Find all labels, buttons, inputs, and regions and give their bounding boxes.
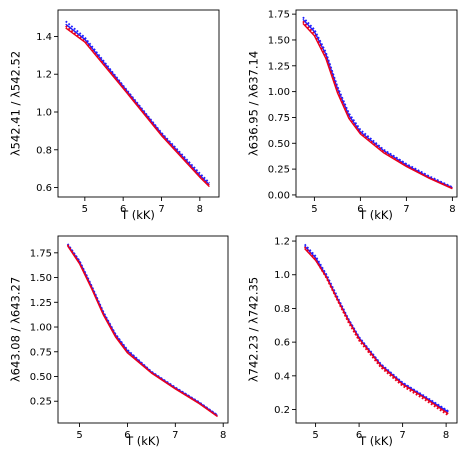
y-tick-label: 1.4 — [36, 32, 52, 43]
series-line-red-dotted — [66, 244, 219, 417]
y-axis-label: λ636.95 / λ637.14 — [247, 51, 261, 156]
chart-panel-4: 5 6 7 8 0.2 0.4 0.6 0.8 1.0 1.2 T (kK) λ742.23 / λ7… — [247, 235, 458, 448]
y-tick-label: 1.75 — [30, 248, 52, 259]
chart-panel-3: 5 6 7 8 0.25 0.50 0.75 1.00 1.25 1.50 1.75 T (kK) λ6… — [9, 235, 229, 448]
y-tick-label: 1.50 — [30, 273, 52, 284]
y-tick-label: 0.25 — [268, 165, 290, 176]
x-tick-label: 7 — [158, 204, 164, 215]
y-tick-label: 0.6 — [274, 338, 290, 349]
series-line-blue-solid — [65, 23, 210, 186]
y-tick-label: 0.8 — [274, 304, 290, 315]
x-tick-label: 8 — [197, 204, 203, 215]
x-tick-label: 5 — [312, 430, 318, 441]
x-tick-label: 6 — [120, 204, 126, 215]
y-tick-label: 0.75 — [268, 113, 290, 124]
plot-frame — [57, 9, 220, 198]
plot-frame — [295, 235, 458, 424]
chart-panel-2: 5 6 7 8 0.00 0.25 0.50 0.75 1.00 1.25 1.50 1.75 T (k… — [247, 9, 458, 222]
series-line-blue-dotted — [66, 243, 219, 416]
x-tick-label: 5 — [76, 430, 82, 441]
plot-frame — [57, 235, 229, 424]
x-axis-label: T (kK) — [358, 208, 393, 222]
plot-frame — [295, 9, 458, 198]
x-tick-label: 6 — [124, 430, 130, 441]
series-line-red-dotted — [302, 20, 453, 190]
y-tick-label: 1.0 — [274, 270, 290, 281]
series-line-blue-dotted — [304, 243, 449, 412]
x-tick-label: 7 — [172, 430, 178, 441]
y-tick-label: 0.4 — [274, 371, 290, 382]
x-tick-label: 7 — [399, 430, 405, 441]
x-tick-label: 7 — [403, 204, 409, 215]
x-tick-label: 8 — [449, 204, 455, 215]
series-line-red-dotted — [304, 246, 449, 417]
y-tick-label: 1.75 — [268, 10, 290, 21]
x-axis-label: T (kK) — [358, 434, 393, 448]
series-line-blue-solid — [302, 18, 453, 189]
y-tick-label: 1.0 — [36, 108, 52, 119]
x-tick-label: 8 — [220, 430, 226, 441]
y-axis-label: λ542.41 / λ542.52 — [9, 51, 23, 156]
chart-panel-1: 5 6 7 8 0.6 0.8 1.0 1.2 1.4 T (kK) λ542.41 / λ542.… — [9, 9, 220, 222]
x-tick-label: 6 — [356, 430, 362, 441]
series-line-red-solid — [302, 22, 453, 190]
y-tick-label: 0.50 — [30, 372, 52, 383]
y-tick-label: 1.50 — [268, 35, 290, 46]
y-tick-label: 0.50 — [268, 139, 290, 150]
x-tick-label: 6 — [357, 204, 363, 215]
y-tick-label: 1.2 — [36, 70, 52, 81]
x-tick-label: 5 — [82, 204, 88, 215]
series-line-blue-solid — [304, 245, 449, 413]
series-line-red-solid — [67, 245, 218, 418]
y-tick-label: 0.6 — [36, 183, 52, 194]
y-tick-label: 1.25 — [268, 61, 290, 72]
y-tick-label: 1.25 — [30, 298, 52, 309]
x-axis-label: T (kK) — [120, 208, 155, 222]
series-line-red-solid — [65, 27, 210, 188]
y-tick-label: 0.2 — [274, 405, 290, 416]
y-tick-label: 1.2 — [274, 237, 290, 248]
y-tick-label: 1.00 — [268, 87, 290, 98]
y-tick-label: 0.25 — [30, 397, 52, 408]
x-axis-label: T (kK) — [125, 434, 160, 448]
y-axis-label: λ742.23 / λ742.35 — [247, 277, 261, 382]
x-tick-label: 8 — [443, 430, 449, 441]
series-line-blue-dotted — [302, 16, 453, 189]
series-line-red-solid — [304, 248, 449, 415]
x-tick-label: 5 — [311, 204, 317, 215]
y-tick-label: 0.00 — [268, 190, 290, 201]
y-axis-label: λ643.08 / λ643.27 — [9, 277, 23, 382]
series-line-blue-solid — [67, 244, 218, 417]
y-tick-label: 0.8 — [36, 145, 52, 156]
y-tick-label: 1.00 — [30, 323, 52, 334]
y-tick-label: 0.75 — [30, 347, 52, 358]
